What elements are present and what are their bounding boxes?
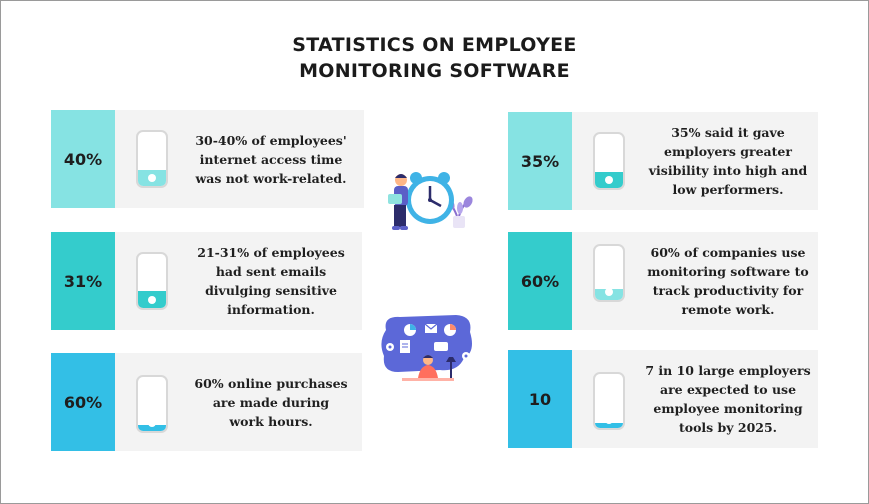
- page-title: STATISTICS ON EMPLOYEE MONITORING SOFTWA…: [0, 32, 869, 84]
- stat-percent-badge: 40%: [51, 110, 115, 208]
- chat-icon: [434, 342, 448, 351]
- stat-percent: 60%: [520, 271, 560, 291]
- stat-percent-badge: 35%: [508, 112, 572, 210]
- phone-fill: [595, 422, 623, 428]
- stat-percent: 10: [528, 389, 552, 409]
- stat-percent-badge: 60%: [51, 353, 115, 451]
- phone-fill: [138, 424, 166, 431]
- stat-description: 60% of companies use monitoring software…: [647, 245, 809, 317]
- phone-icon: [593, 244, 625, 302]
- phone-icon: [136, 252, 168, 310]
- stat-card-4: 35% 35% said it gave employers greater v…: [508, 112, 818, 210]
- pie-icon: [444, 324, 456, 336]
- chart-icon: [404, 324, 416, 336]
- phone-icon: [136, 375, 168, 433]
- title-line-1: STATISTICS ON EMPLOYEE: [292, 34, 577, 56]
- stat-description: 60% online purchases are made during wor…: [194, 375, 348, 429]
- document-icon: [400, 340, 410, 353]
- stat-card-5: 60% 60% of companies use monitoring soft…: [508, 232, 818, 330]
- clock-person-illustration: [388, 172, 473, 230]
- stat-card-6: 10 7 in 10 large employers are expected …: [508, 350, 818, 448]
- stat-card-3: 60% 60% online purchases are made during…: [51, 353, 362, 451]
- stat-card-1: 40% 30-40% of employees' internet access…: [51, 110, 364, 208]
- phone-icon: [136, 130, 168, 188]
- mail-icon: [424, 323, 438, 333]
- phone-icon: [593, 372, 625, 430]
- stat-percent: 40%: [63, 149, 103, 169]
- stat-percent-badge: 60%: [508, 232, 572, 330]
- stat-percent-badge: 10: [508, 350, 572, 448]
- stat-description: 35% said it gave employers greater visib…: [648, 125, 808, 197]
- alarm-clock-icon: [406, 172, 454, 224]
- stat-description: 30-40% of employees' internet access tim…: [195, 132, 347, 186]
- person-icon: [388, 174, 408, 230]
- gear-icon: [386, 343, 470, 360]
- stat-description: 7 in 10 large employers are expected to …: [645, 363, 811, 435]
- person-at-desk-icon: [402, 355, 454, 381]
- title-line-2: MONITORING SOFTWARE: [299, 60, 570, 82]
- stat-percent: 60%: [63, 392, 103, 412]
- stat-description: 21-31% of employees had sent emails divu…: [197, 245, 345, 317]
- stat-card-2: 31% 21-31% of employees had sent emails …: [51, 232, 362, 330]
- remote-work-illustration: [381, 315, 472, 381]
- stat-percent: 35%: [520, 151, 560, 171]
- phone-icon: [593, 132, 625, 190]
- stat-percent: 31%: [63, 271, 103, 291]
- stat-percent-badge: 31%: [51, 232, 115, 330]
